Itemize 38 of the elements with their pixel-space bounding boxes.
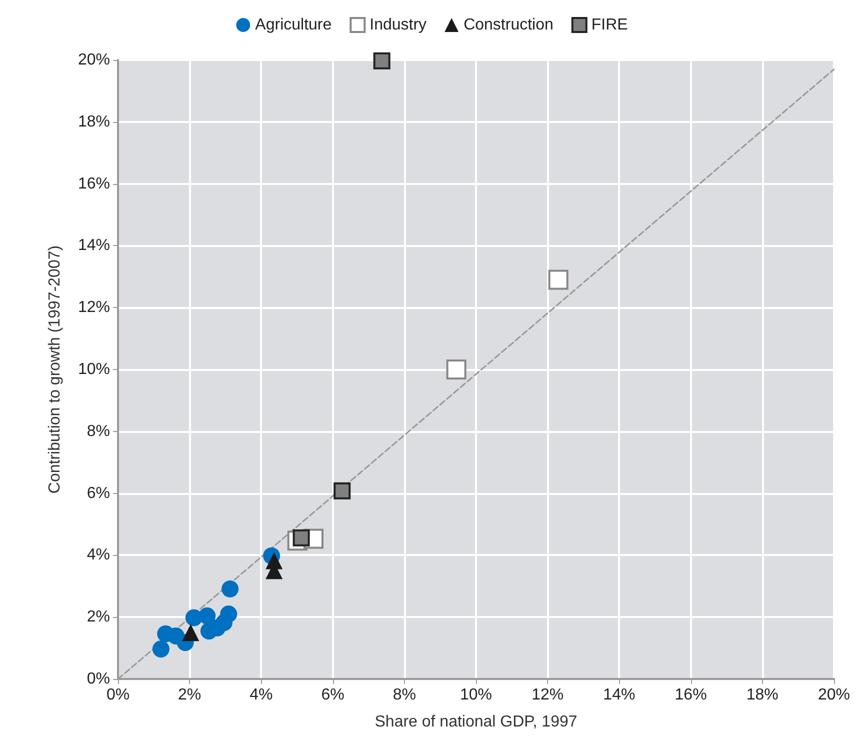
y-tick-label: 8% [86, 422, 110, 440]
legend-label: FIRE [591, 16, 628, 34]
x-tick-label: 16% [674, 686, 707, 704]
y-tick-label: 16% [78, 175, 110, 192]
y-tick-label: 6% [86, 484, 110, 502]
x-tick-label: 18% [746, 686, 778, 704]
y-tick-label: 18% [78, 113, 110, 130]
legend-label: Construction [464, 16, 554, 34]
x-tick-label: 8% [392, 686, 416, 704]
point [373, 52, 390, 70]
y-tick-label: 2% [86, 608, 110, 626]
x-tick-label: 0% [106, 686, 130, 704]
point [292, 529, 310, 546]
point [548, 270, 568, 290]
y-tick-label: 14% [78, 237, 110, 254]
legend-label: Agriculture [255, 16, 332, 34]
point [334, 482, 351, 500]
legend-label: Industry [370, 16, 427, 34]
y-tick-label: 20% [78, 52, 110, 68]
x-tick-label: 14% [603, 686, 636, 704]
x-tick-label: 10% [460, 686, 492, 704]
point [222, 580, 239, 598]
y-tick-label: 4% [86, 546, 110, 564]
x-tick-label: 20% [818, 686, 850, 704]
point [446, 360, 466, 380]
point [198, 607, 216, 624]
x-tick-label: 6% [321, 686, 344, 704]
y-tick-label: 0% [86, 670, 110, 688]
y-tick-label: 10% [78, 361, 110, 378]
x-axis-title: Share of national GDP, 1997 [374, 714, 578, 730]
y-axis-title: Contribution to growth (1997-2007) [46, 245, 64, 494]
y-tick-label: 12% [78, 299, 110, 316]
point [152, 640, 170, 658]
x-tick-label: 12% [532, 686, 564, 704]
point [182, 624, 200, 642]
x-tick-label: 2% [178, 686, 202, 704]
point [220, 606, 238, 622]
x-tick-label: 4% [250, 686, 273, 704]
